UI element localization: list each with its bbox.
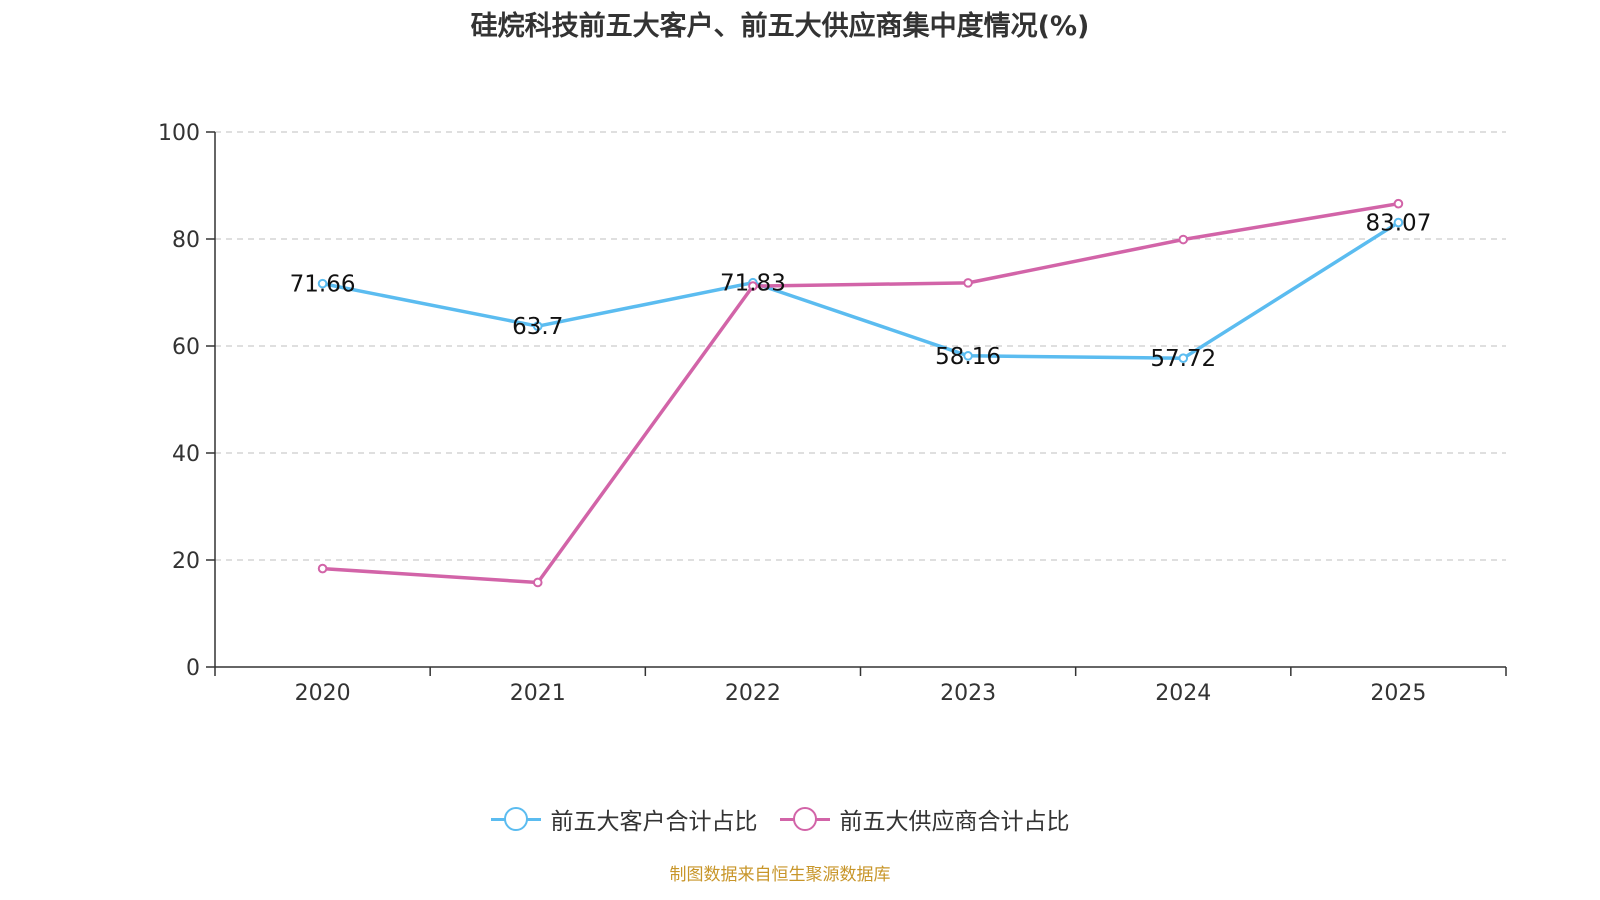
x-tick-label-2021: 2021 [510,681,566,706]
data-label-2023: 58.16 [935,344,1001,370]
series-line-0 [322,221,1400,360]
data-point-1-2023 [963,278,973,288]
y-tick-label-100: 100 [158,121,200,146]
x-tick-label-2023: 2023 [940,681,996,706]
y-tick-label-60: 60 [172,335,200,360]
series-lines [322,201,1400,585]
legend-item-customers[interactable]: 前五大客户合计占比 [490,802,758,836]
chart-title: 硅烷科技前五大客户、前五大供应商集中度情况(%) [470,11,1090,42]
data-label-2020: 71.66 [290,272,356,298]
x-tick-label-2025: 2025 [1370,681,1426,706]
data-labels: 71.66 63.7 71.83 58.16 57.72 83.07 [290,211,1432,373]
legend-label-suppliers: 前五大供应商合计占比 [839,809,1070,835]
data-point-1-2022 [748,281,758,291]
data-label-2024: 57.72 [1150,346,1216,372]
data-point-1-2025 [1393,198,1404,209]
legend-item-suppliers[interactable]: 前五大供应商合计占比 [779,802,1070,836]
data-points [317,198,1404,588]
data-point-1-2020 [317,563,328,574]
data-point-1-2021 [532,577,543,588]
data-source-note: 制图数据来自恒生聚源数据库 [669,865,891,885]
data-label-2022: 71.83 [720,271,786,297]
data-point-1-2024 [1178,234,1189,245]
legend-swatch-customers [490,807,541,831]
data-point-0-2024 [1178,353,1189,363]
data-point-0-2020 [317,278,328,289]
y-tick-label-20: 20 [172,549,200,574]
line-chart: 0 20 40 60 80 100 2020 2021 2022 2023 2024 2025 71.… [158,121,1507,706]
y-tick-label-80: 80 [172,228,200,253]
y-tick-label-0: 0 [186,656,200,681]
data-label-2025: 83.07 [1365,211,1431,237]
legend-swatch-suppliers [779,807,830,831]
data-point-0-2025 [1393,217,1404,228]
y-tick-label-40: 40 [172,442,200,467]
axes: 0 20 40 60 80 100 2020 2021 2022 2023 2024 2025 [158,121,1507,706]
legend-label-customers: 前五大客户合计占比 [550,809,758,835]
x-tick-label-2022: 2022 [725,681,781,706]
grid-lines [215,131,1506,561]
data-point-0-2023 [963,351,973,361]
x-tick-label-2020: 2020 [295,681,351,706]
legend: 前五大客户合计占比 前五大供应商合计占比 [0,802,1560,836]
x-tick-label-2024: 2024 [1155,681,1211,706]
data-point-0-2021 [532,321,543,332]
data-label-2021: 63.7 [512,314,563,340]
series-line-1 [322,201,1399,585]
